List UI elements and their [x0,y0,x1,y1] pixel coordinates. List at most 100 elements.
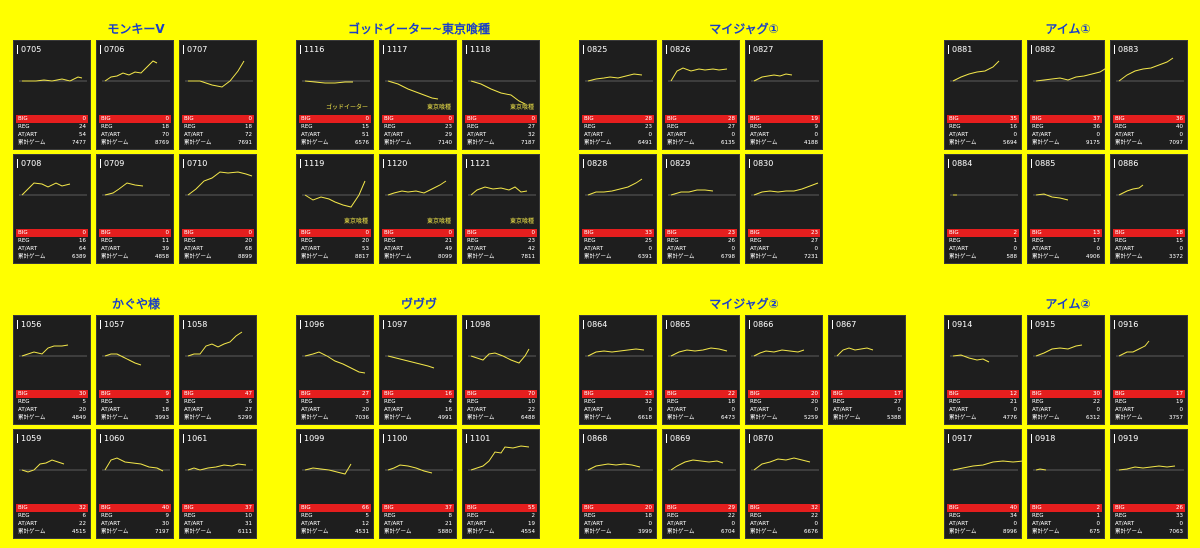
machine-card[interactable]: 0706 BIG 0 REG 18 AT/ART 70 累計ゲーム 8769 [96,40,174,150]
reg-row: REG 9 [748,123,820,131]
machine-card[interactable]: 1117 東京喰種 BIG 0 REG 23 AT/ART 29 累計ゲーム 7140 [379,40,457,150]
stat-value: 25 [645,238,652,244]
stat-value: 36 [1176,116,1183,122]
big-row: BIG 40 [947,504,1019,512]
machine-card[interactable]: 0866 BIG 20 REG 20 AT/ART 0 累計ゲーム 5259 [745,315,823,425]
machine-card[interactable]: 0708 BIG 0 REG 16 AT/ART 64 累計ゲーム 6389 [13,154,91,264]
machine-card[interactable]: 0868 BIG 20 REG 18 AT/ART 0 累計ゲーム 3999 [579,429,657,539]
reg-row: REG 5 [16,398,88,406]
stat-value: 16 [1010,124,1017,130]
stat-value: 18 [1176,230,1183,236]
stats-table: BIG 40 REG 9 AT/ART 30 累計ゲーム 7197 [99,504,171,536]
machine-card[interactable]: 0864 BIG 23 REG 32 AT/ART 0 累計ゲーム 6618 [579,315,657,425]
machine-card[interactable]: 1121 東京喰種 BIG 0 REG 23 AT/ART 42 累計ゲーム 7811 [462,154,540,264]
machine-card[interactable]: 0865 BIG 22 REG 18 AT/ART 0 累計ゲーム 6473 [662,315,740,425]
machine-card[interactable]: 0829 BIG 23 REG 26 AT/ART 0 累計ゲーム 6798 [662,154,740,264]
reg-row: REG 25 [582,237,654,245]
machine-card[interactable]: 1058 BIG 47 REG 6 AT/ART 27 累計ゲーム 5299 [179,315,257,425]
big-row: BIG 27 [299,390,371,398]
graph-line [21,182,71,196]
machine-card[interactable]: 1057 BIG 9 REG 3 AT/ART 18 累計ゲーム 3993 [96,315,174,425]
machine-card[interactable]: 0869 BIG 29 REG 22 AT/ART 0 累計ゲーム 6704 [662,429,740,539]
stat-value: 8817 [355,254,369,260]
machine-card[interactable]: 0870 BIG 32 REG 22 AT/ART 0 累計ゲーム 6676 [745,429,823,539]
big-row: BIG 23 [665,229,737,237]
atart-row: AT/ART 20 [16,406,88,414]
stat-label: AT/ART [1032,246,1052,252]
machine-card[interactable]: 0828 BIG 33 REG 25 AT/ART 0 累計ゲーム 6391 [579,154,657,264]
graph-line [187,331,243,357]
stat-label: BIG [949,505,959,511]
stat-label: REG [750,399,762,405]
machine-card[interactable]: 0918 BIG 2 REG 1 AT/ART 0 累計ゲーム 675 [1027,429,1105,539]
atart-row: AT/ART 0 [582,131,654,139]
machine-card[interactable]: 0884 BIG 2 REG 1 AT/ART 0 累計ゲーム 588 [944,154,1022,264]
machine-card[interactable]: 0827 BIG 19 REG 9 AT/ART 0 累計ゲーム 4188 [745,40,823,150]
atart-row: AT/ART 27 [182,406,254,414]
stat-label: 累計ゲーム [584,529,612,535]
stat-label: AT/ART [184,521,204,527]
machine-card[interactable]: 0830 BIG 23 REG 27 AT/ART 0 累計ゲーム 7231 [745,154,823,264]
stat-label: 累計ゲーム [667,529,695,535]
machine-card[interactable]: 1120 東京喰種 BIG 0 REG 21 AT/ART 49 累計ゲーム 8099 [379,154,457,264]
machine-card[interactable]: 0885 BIG 13 REG 17 AT/ART 0 累計ゲーム 4906 [1027,154,1105,264]
stat-value: 4849 [72,415,86,421]
graph-line [387,464,433,474]
machine-card[interactable]: 1118 東京喰種 BIG 0 REG 27 AT/ART 32 累計ゲーム 7187 [462,40,540,150]
machine-card[interactable]: 0710 BIG 0 REG 20 AT/ART 68 累計ゲーム 8899 [179,154,257,264]
stat-label: REG [667,124,679,130]
machine-card[interactable]: 0882 BIG 37 REG 36 AT/ART 0 累計ゲーム 9175 [1027,40,1106,150]
stat-value: 0 [531,116,536,122]
machine-card[interactable]: 1101 BIG 55 REG 2 AT/ART 19 累計ゲーム 4554 [462,429,540,539]
graph-line [304,180,366,208]
machine-card[interactable]: 0916 BIG 17 REG 19 AT/ART 0 累計ゲーム 3757 [1110,315,1188,425]
stat-value: 6491 [638,140,652,146]
machine-card[interactable]: 0883 BIG 36 REG 40 AT/ART 0 累計ゲーム 7097 [1110,40,1188,150]
stat-value: 0 [365,230,370,236]
big-row: BIG 0 [99,115,171,123]
machine-card[interactable]: 1116 ゴッドイーター BIG 0 REG 15 AT/ART 51 累計ゲーム 6576 [296,40,374,150]
big-row: BIG 0 [382,229,454,237]
stat-value: 18 [162,124,169,130]
machine-card[interactable]: 0707 BIG 0 REG 18 AT/ART 72 累計ゲーム 7691 [179,40,257,150]
machine-card[interactable]: 0826 BIG 28 REG 27 AT/ART 0 累計ゲーム 6135 [662,40,740,150]
machine-card[interactable]: 0867 BIG 17 REG 27 AT/ART 0 累計ゲーム 5388 [828,315,906,425]
machine-card[interactable]: 0825 BIG 28 REG 23 AT/ART 0 累計ゲーム 6491 [579,40,657,150]
stat-value: 37 [445,505,452,511]
atart-row: AT/ART 0 [947,406,1019,414]
stat-label: REG [1032,238,1044,244]
machine-card[interactable]: 1059 BIG 32 REG 6 AT/ART 22 累計ゲーム 4515 [13,429,91,539]
machine-number: 1116 [300,45,324,54]
machine-card[interactable]: 1097 BIG 16 REG 4 AT/ART 16 累計ゲーム 4991 [379,315,457,425]
stat-value: 23 [445,124,452,130]
total-games-row: 累計ゲーム 9175 [1030,139,1102,147]
stat-value: 21 [445,238,452,244]
machine-card[interactable]: 0705 BIG 0 REG 24 AT/ART 54 累計ゲーム 7477 [13,40,91,150]
stats-table: BIG 0 REG 11 AT/ART 39 累計ゲーム 4858 [99,229,171,261]
machine-card[interactable]: 1100 BIG 37 REG 8 AT/ART 21 累計ゲーム 5880 [379,429,457,539]
machine-card[interactable]: 0886 BIG 18 REG 15 AT/ART 0 累計ゲーム 3372 [1110,154,1188,264]
total-games-row: 累計ゲーム 5299 [182,414,254,422]
stat-value: 4776 [1003,415,1017,421]
machine-card[interactable]: 0917 BIG 40 REG 34 AT/ART 0 累計ゲーム 8996 [944,429,1023,539]
stat-label: REG [384,238,396,244]
machine-card[interactable]: 0709 BIG 0 REG 11 AT/ART 39 累計ゲーム 4858 [96,154,174,264]
machine-number: 0885 [1031,159,1055,168]
total-games-row: 累計ゲーム 675 [1030,528,1102,536]
stat-label: 累計ゲーム [467,415,495,421]
machine-card[interactable]: 1119 東京喰種 BIG 0 REG 20 AT/ART 53 累計ゲーム 8817 [296,154,374,264]
atart-row: AT/ART 20 [299,406,371,414]
machine-card[interactable]: 0919 BIG 26 REG 33 AT/ART 0 累計ゲーム 7063 [1110,429,1188,539]
machine-card[interactable]: 0915 BIG 30 REG 22 AT/ART 0 累計ゲーム 6312 [1027,315,1105,425]
machine-card[interactable]: 1098 BIG 70 REG 10 AT/ART 22 累計ゲーム 6488 [462,315,540,425]
machine-card[interactable]: 1099 BIG 66 REG 5 AT/ART 12 累計ゲーム 4531 [296,429,374,539]
stat-label: BIG [1032,505,1042,511]
machine-card[interactable]: 1096 BIG 27 REG 3 AT/ART 20 累計ゲーム 7036 [296,315,374,425]
machine-card[interactable]: 1061 BIG 37 REG 10 AT/ART 31 累計ゲーム 6111 [179,429,257,539]
stat-label: REG [584,399,596,405]
machine-card[interactable]: 0914 BIG 12 REG 21 AT/ART 0 累計ゲーム 4776 [944,315,1022,425]
machine-card[interactable]: 0881 BIG 35 REG 16 AT/ART 0 累計ゲーム 5694 [944,40,1022,150]
machine-card[interactable]: 1060 BIG 40 REG 9 AT/ART 30 累計ゲーム 7197 [96,429,174,539]
machine-card[interactable]: 1056 BIG 30 REG 5 AT/ART 20 累計ゲーム 4849 [13,315,91,425]
stat-value: 7691 [238,140,252,146]
